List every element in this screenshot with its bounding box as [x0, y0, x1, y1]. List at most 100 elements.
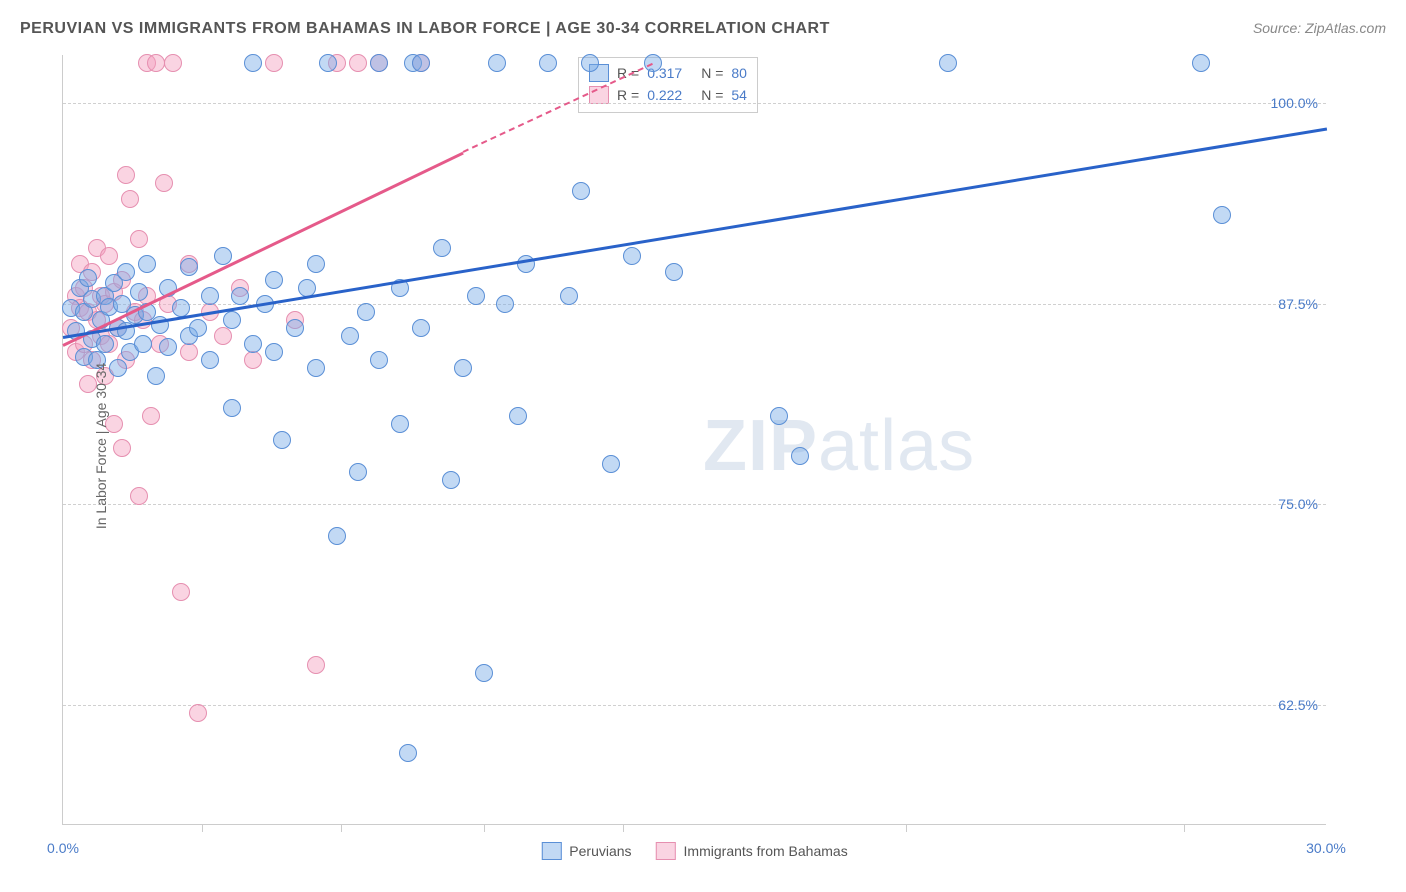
data-point-bahamas	[189, 704, 207, 722]
x-tick	[341, 824, 342, 832]
legend-label-peruvians: Peruvians	[569, 843, 631, 859]
y-axis-label: In Labor Force | Age 30-34	[93, 363, 109, 529]
data-point-peruvians	[475, 664, 493, 682]
data-point-peruvians	[467, 287, 485, 305]
data-point-peruvians	[134, 335, 152, 353]
data-point-peruvians	[496, 295, 514, 313]
swatch-peruvians	[541, 842, 561, 860]
chart-title: PERUVIAN VS IMMIGRANTS FROM BAHAMAS IN L…	[20, 20, 830, 38]
data-point-peruvians	[770, 407, 788, 425]
data-point-bahamas	[147, 54, 165, 72]
data-point-peruvians	[180, 258, 198, 276]
x-axis-max-label: 30.0%	[1306, 840, 1346, 856]
data-point-peruvians	[572, 182, 590, 200]
data-point-peruvians	[244, 335, 262, 353]
data-point-peruvians	[130, 283, 148, 301]
data-point-peruvians	[939, 54, 957, 72]
y-tick-label: 100.0%	[1271, 95, 1318, 111]
gridline	[63, 103, 1326, 104]
data-point-bahamas	[100, 247, 118, 265]
data-point-bahamas	[349, 54, 367, 72]
data-point-peruvians	[223, 311, 241, 329]
legend-item-bahamas: Immigrants from Bahamas	[656, 842, 848, 860]
data-point-peruvians	[454, 359, 472, 377]
chart-container: PERUVIAN VS IMMIGRANTS FROM BAHAMAS IN L…	[0, 0, 1406, 892]
data-point-peruvians	[231, 287, 249, 305]
data-point-bahamas	[172, 583, 190, 601]
data-point-peruvians	[665, 263, 683, 281]
data-point-peruvians	[214, 247, 232, 265]
data-point-peruvians	[509, 407, 527, 425]
data-point-peruvians	[189, 319, 207, 337]
x-tick	[202, 824, 203, 832]
data-point-peruvians	[412, 319, 430, 337]
data-point-peruvians	[328, 527, 346, 545]
x-tick	[1184, 824, 1185, 832]
data-point-bahamas	[307, 656, 325, 674]
y-tick-label: 75.0%	[1278, 496, 1318, 512]
data-point-bahamas	[130, 230, 148, 248]
trendline-peruvians	[63, 127, 1327, 339]
data-point-peruvians	[307, 255, 325, 273]
y-tick-label: 62.5%	[1278, 697, 1318, 713]
data-point-peruvians	[147, 367, 165, 385]
data-point-peruvians	[265, 343, 283, 361]
data-point-peruvians	[581, 54, 599, 72]
data-point-peruvians	[201, 351, 219, 369]
data-point-peruvians	[201, 287, 219, 305]
x-axis-min-label: 0.0%	[47, 840, 79, 856]
data-point-bahamas	[265, 54, 283, 72]
data-point-peruvians	[159, 338, 177, 356]
data-point-bahamas	[155, 174, 173, 192]
data-point-bahamas	[130, 487, 148, 505]
data-point-peruvians	[307, 359, 325, 377]
legend-item-peruvians: Peruvians	[541, 842, 631, 860]
plot-area: ZIPatlas 0.0% 30.0% R =0.317N =80R =0.22…	[62, 55, 1326, 825]
data-point-peruvians	[433, 239, 451, 257]
x-tick	[623, 824, 624, 832]
data-point-peruvians	[109, 359, 127, 377]
data-point-bahamas	[180, 343, 198, 361]
data-point-peruvians	[273, 431, 291, 449]
data-point-bahamas	[142, 407, 160, 425]
data-point-bahamas	[244, 351, 262, 369]
data-point-peruvians	[319, 54, 337, 72]
data-point-peruvians	[341, 327, 359, 345]
data-point-peruvians	[488, 54, 506, 72]
data-point-peruvians	[79, 269, 97, 287]
x-tick	[906, 824, 907, 832]
data-point-peruvians	[1213, 206, 1231, 224]
legend-label-bahamas: Immigrants from Bahamas	[684, 843, 848, 859]
data-point-bahamas	[164, 54, 182, 72]
y-tick-label: 87.5%	[1278, 296, 1318, 312]
data-point-peruvians	[391, 415, 409, 433]
data-point-peruvians	[286, 319, 304, 337]
data-point-bahamas	[121, 190, 139, 208]
data-point-peruvians	[539, 54, 557, 72]
data-point-peruvians	[560, 287, 578, 305]
gridline	[63, 705, 1326, 706]
data-point-peruvians	[357, 303, 375, 321]
data-point-peruvians	[370, 351, 388, 369]
data-point-bahamas	[214, 327, 232, 345]
data-point-peruvians	[791, 447, 809, 465]
series-legend: Peruvians Immigrants from Bahamas	[541, 842, 847, 860]
data-point-peruvians	[244, 54, 262, 72]
x-tick	[484, 824, 485, 832]
gridline	[63, 504, 1326, 505]
data-point-peruvians	[117, 263, 135, 281]
swatch-bahamas	[656, 842, 676, 860]
data-point-peruvians	[349, 463, 367, 481]
data-point-peruvians	[399, 744, 417, 762]
data-point-peruvians	[442, 471, 460, 489]
watermark: ZIPatlas	[703, 405, 975, 487]
data-point-peruvians	[223, 399, 241, 417]
data-point-peruvians	[138, 255, 156, 273]
data-point-peruvians	[412, 54, 430, 72]
data-point-peruvians	[602, 455, 620, 473]
data-point-peruvians	[623, 247, 641, 265]
source-attribution: Source: ZipAtlas.com	[1253, 20, 1386, 36]
data-point-bahamas	[117, 166, 135, 184]
data-point-peruvians	[96, 335, 114, 353]
data-point-bahamas	[113, 439, 131, 457]
